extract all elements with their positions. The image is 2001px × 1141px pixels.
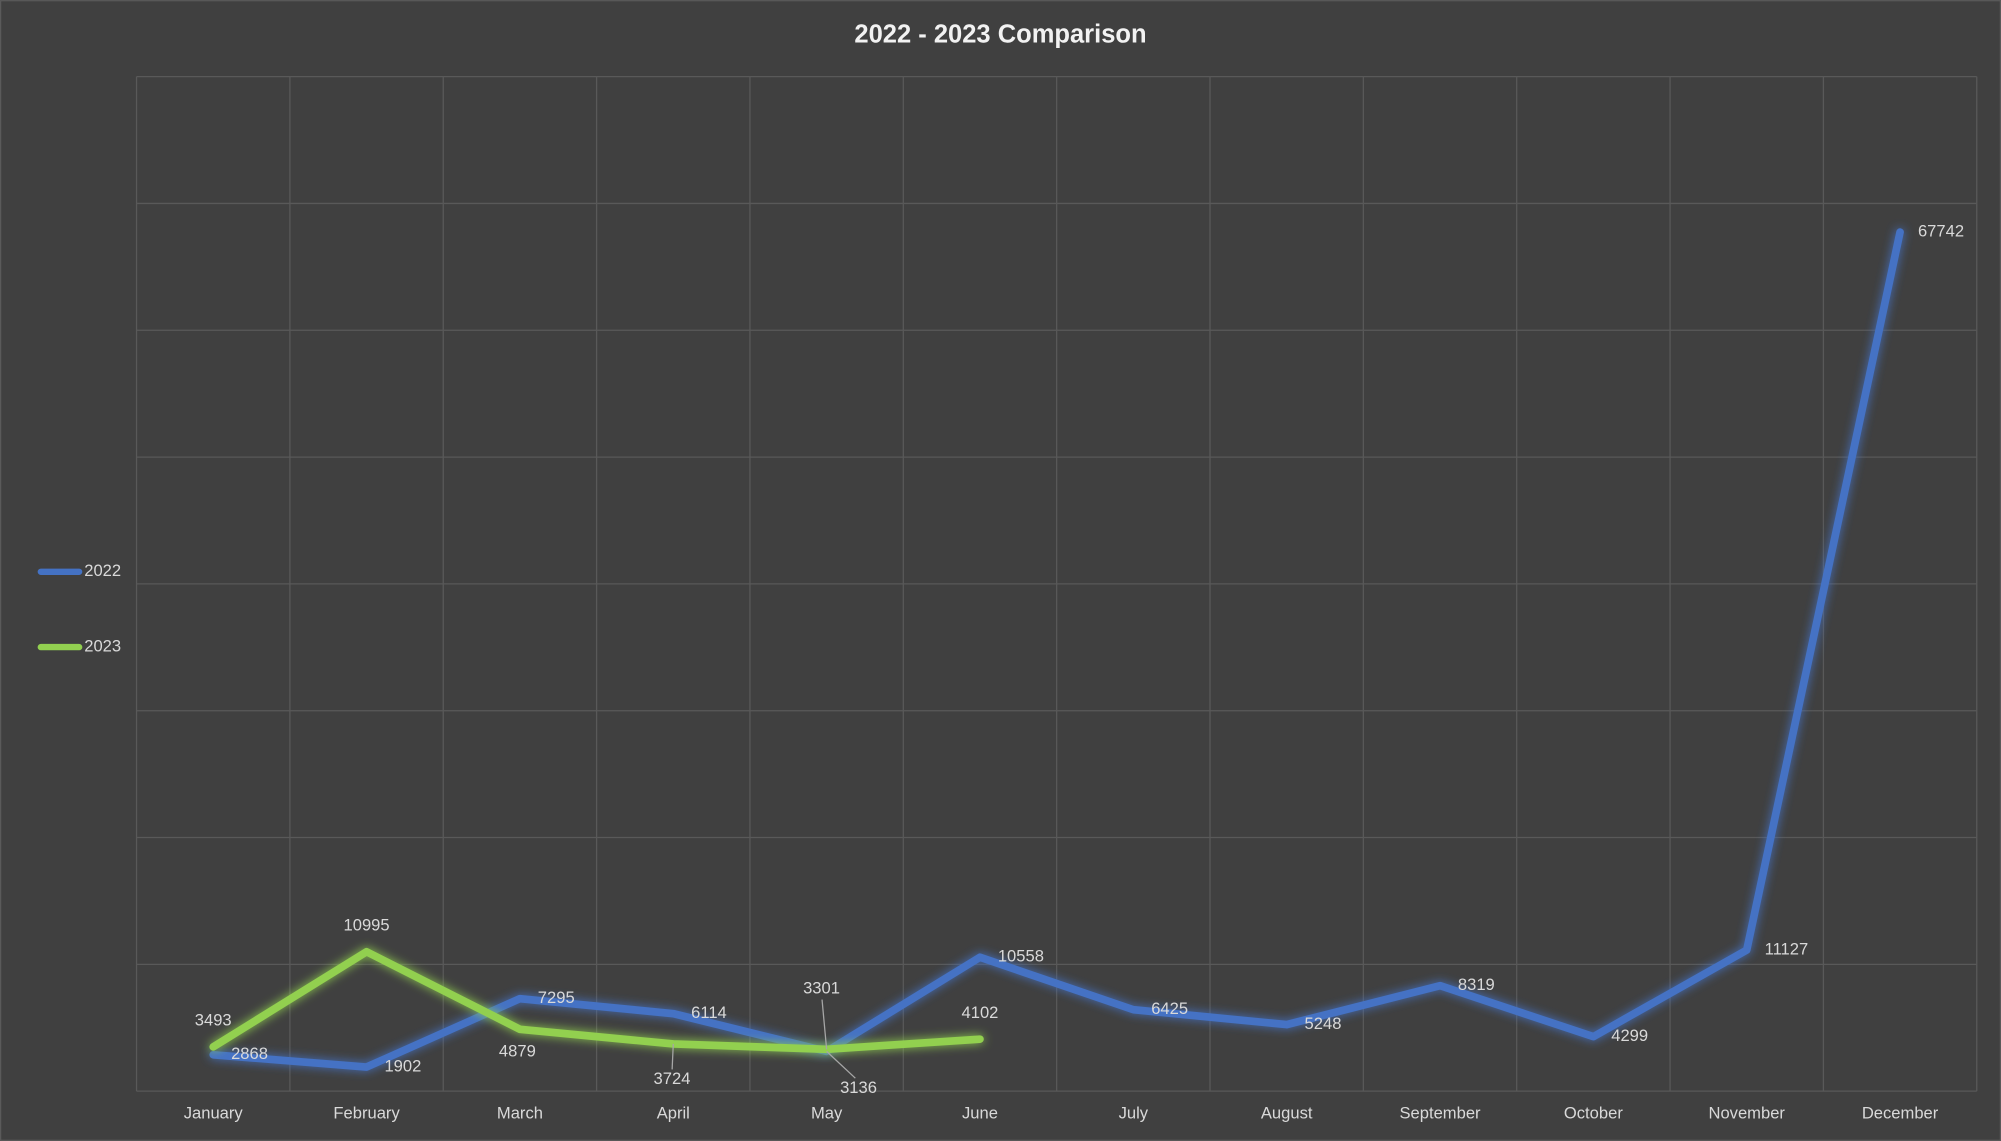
x-tick-label: March bbox=[497, 1104, 543, 1123]
x-tick-label: November bbox=[1708, 1104, 1785, 1123]
leader-line bbox=[671, 1043, 674, 1070]
data-label: 67742 bbox=[1918, 221, 1964, 240]
data-label: 11127 bbox=[1765, 939, 1809, 958]
data-label: 4102 bbox=[962, 1003, 999, 1022]
data-label: 4299 bbox=[1611, 1026, 1648, 1045]
data-label: 3493 bbox=[195, 1011, 232, 1030]
data-label: 6114 bbox=[691, 1003, 727, 1022]
x-tick-label: December bbox=[1862, 1104, 1939, 1123]
data-label: 4879 bbox=[499, 1042, 536, 1061]
x-tick-label: April bbox=[657, 1104, 690, 1123]
data-label: 7295 bbox=[538, 988, 575, 1007]
data-label: 3724 bbox=[654, 1069, 691, 1088]
data-label: 10995 bbox=[344, 916, 390, 935]
data-label: 1902 bbox=[384, 1056, 421, 1075]
series-line bbox=[209, 947, 984, 1054]
data-label: 8319 bbox=[1458, 975, 1495, 994]
data-label: 2868 bbox=[231, 1044, 268, 1063]
x-tick-label: July bbox=[1119, 1104, 1149, 1123]
x-tick-label: June bbox=[962, 1104, 998, 1123]
legend-label: 2023 bbox=[84, 636, 121, 655]
series-line bbox=[209, 228, 1904, 1071]
x-tick-label: February bbox=[333, 1104, 400, 1123]
x-tick-label: August bbox=[1261, 1104, 1313, 1123]
legend-label: 2022 bbox=[84, 561, 121, 580]
leader-line bbox=[821, 999, 828, 1050]
data-label: 6425 bbox=[1151, 999, 1188, 1018]
chart-title: 2022 - 2023 Comparison bbox=[854, 21, 1146, 49]
data-label: 5248 bbox=[1305, 1014, 1342, 1033]
data-label: 10558 bbox=[998, 947, 1044, 966]
data-label: 3301 bbox=[803, 979, 840, 998]
leader-line bbox=[826, 1050, 856, 1079]
x-tick-label: October bbox=[1564, 1104, 1623, 1123]
x-tick-label: January bbox=[184, 1104, 244, 1123]
data-label: 3136 bbox=[840, 1078, 877, 1097]
x-tick-label: May bbox=[811, 1104, 843, 1123]
x-tick-label: September bbox=[1399, 1104, 1481, 1123]
